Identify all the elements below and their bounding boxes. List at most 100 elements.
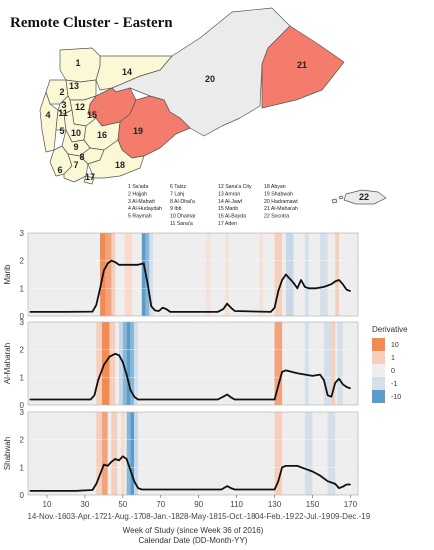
y-tick-label: 3 bbox=[20, 229, 25, 238]
data-point bbox=[277, 480, 279, 482]
date-tick-label: 15-Oct.-18 bbox=[218, 512, 256, 521]
derivative-band bbox=[126, 322, 131, 405]
derivative-band bbox=[304, 322, 309, 405]
derivative-band bbox=[274, 412, 283, 495]
data-point bbox=[110, 260, 112, 262]
data-point bbox=[90, 398, 92, 400]
map-legend-item: 12 Sana'a City bbox=[218, 184, 252, 190]
data-point bbox=[169, 311, 171, 313]
derivative-band bbox=[149, 233, 154, 316]
derivative-band bbox=[274, 233, 283, 316]
island-small bbox=[331, 198, 338, 204]
y-tick-label: 1 bbox=[20, 373, 25, 382]
data-point bbox=[285, 274, 287, 275]
map-legend-item: 10 Dhamar bbox=[170, 214, 196, 220]
map-legend-item: 5 Raymah bbox=[128, 214, 152, 220]
data-point bbox=[296, 287, 298, 289]
data-point bbox=[109, 356, 111, 358]
data-point bbox=[285, 369, 287, 371]
data-point bbox=[146, 282, 148, 284]
data-point bbox=[107, 465, 109, 467]
legend-tick-label: -10 bbox=[391, 394, 401, 401]
data-point bbox=[91, 489, 93, 491]
y-tick-label: 1 bbox=[20, 463, 25, 472]
data-point bbox=[230, 396, 232, 398]
x-tick-label: 70 bbox=[156, 500, 165, 509]
region-label: 20 bbox=[205, 74, 215, 84]
data-point bbox=[129, 389, 131, 391]
data-point bbox=[118, 354, 120, 356]
region-aden bbox=[83, 175, 95, 185]
panel-2: 0 1 2 3 Shabwah bbox=[3, 408, 359, 500]
derivative-band bbox=[320, 233, 328, 316]
data-point bbox=[270, 311, 272, 313]
yemen-map bbox=[39, 7, 387, 205]
data-point bbox=[103, 364, 105, 366]
region-label: 2 bbox=[59, 87, 64, 97]
x-axis: 10 30 50 70 90 110 130 150 170 14-Nov.-16 03-Apr.-… bbox=[27, 495, 371, 545]
derivative-band bbox=[225, 233, 230, 316]
date-tick-label: 28-May-18 bbox=[180, 512, 219, 521]
legend-tick-label: 1 bbox=[391, 355, 395, 362]
data-point bbox=[99, 473, 101, 475]
y-tick-label: 2 bbox=[20, 346, 25, 355]
region-label: 22 bbox=[359, 192, 369, 202]
data-point bbox=[133, 480, 135, 482]
map-title: Remote Cluster - Eastern bbox=[10, 15, 173, 31]
data-point bbox=[234, 310, 236, 312]
data-point bbox=[346, 289, 348, 291]
data-point bbox=[118, 459, 120, 461]
map-legend-item: 16 Al-Bayda bbox=[218, 214, 246, 220]
data-point bbox=[103, 464, 105, 466]
data-point bbox=[300, 279, 302, 281]
data-point bbox=[133, 396, 135, 398]
data-point bbox=[103, 269, 105, 271]
y-tick-label: 2 bbox=[20, 257, 25, 266]
data-point bbox=[126, 458, 128, 460]
region-label: 19 bbox=[133, 126, 143, 136]
derivative-band bbox=[259, 233, 264, 316]
derivative-band bbox=[105, 233, 112, 316]
panel-background bbox=[28, 233, 358, 316]
date-tick-label: 04-Feb.-19 bbox=[255, 512, 295, 521]
data-point bbox=[338, 279, 340, 281]
legend-tick-label: 10 bbox=[391, 342, 399, 349]
map-legend-item: 7 Lahj bbox=[170, 191, 184, 197]
data-point bbox=[74, 398, 76, 400]
y-tick-label: 3 bbox=[20, 318, 25, 327]
data-point bbox=[118, 264, 120, 266]
derivative-band bbox=[120, 412, 125, 495]
derivative-band bbox=[206, 233, 211, 316]
data-point bbox=[304, 286, 306, 288]
data-point bbox=[220, 488, 222, 490]
region-label: 8 bbox=[79, 152, 84, 162]
legend-tick-label: 0 bbox=[391, 368, 395, 375]
legend-swatch bbox=[372, 351, 385, 364]
date-tick-label: 14-Nov.-16 bbox=[27, 512, 67, 521]
x-tick-label: 130 bbox=[268, 500, 282, 509]
data-point bbox=[217, 311, 219, 313]
x-tick-label: 50 bbox=[118, 500, 127, 509]
data-point bbox=[277, 385, 279, 387]
data-point bbox=[349, 483, 351, 485]
legend-swatch bbox=[372, 377, 385, 390]
y-tick-label: 0 bbox=[20, 312, 25, 321]
derivative-band bbox=[134, 412, 138, 495]
data-point bbox=[217, 398, 219, 400]
derivative-band bbox=[141, 233, 146, 316]
series-line bbox=[29, 455, 351, 492]
data-point bbox=[29, 490, 31, 492]
y-tick-label: 0 bbox=[20, 401, 25, 410]
date-tick-label: 21-Aug.-17 bbox=[103, 512, 143, 521]
data-point bbox=[165, 308, 167, 310]
data-point bbox=[126, 374, 128, 376]
data-point bbox=[137, 264, 139, 266]
region-label: 9 bbox=[73, 142, 78, 152]
panel-background bbox=[28, 412, 358, 495]
data-point bbox=[311, 470, 313, 472]
data-point bbox=[93, 394, 95, 396]
data-point bbox=[323, 379, 325, 381]
derivative-band bbox=[122, 322, 127, 405]
